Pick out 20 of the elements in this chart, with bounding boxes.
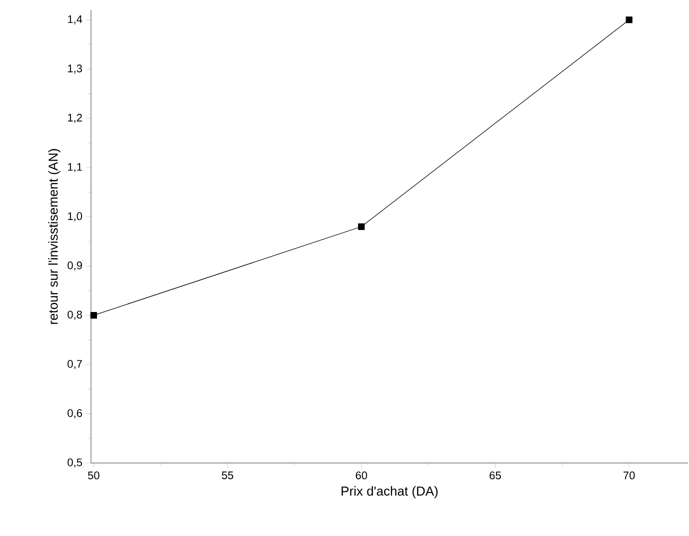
y-tick-label: 1,1 xyxy=(68,163,82,172)
x-tick-label: 55 xyxy=(222,472,234,480)
x-axis-title: Prix d'achat (DA) xyxy=(342,486,438,498)
y-tick-label: 0,5 xyxy=(68,458,82,468)
y-tick-label: 0,9 xyxy=(68,261,82,271)
y-tick-label: 0,7 xyxy=(68,360,82,370)
y-tick-label: 1,2 xyxy=(68,114,82,123)
y-axis-title: retour sur l'invisstisement (AN) xyxy=(48,149,60,324)
y-tick-label: 1,0 xyxy=(68,212,82,222)
x-tick-label: 65 xyxy=(490,472,501,480)
y-tick-label: 1,3 xyxy=(68,64,82,74)
point xyxy=(90,312,97,319)
x-tick-label: 70 xyxy=(624,472,635,480)
x-tick-label: 50 xyxy=(88,472,100,480)
y-tick-label: 0,6 xyxy=(68,409,82,418)
point xyxy=(358,223,365,230)
point xyxy=(626,16,632,24)
y-tick-label: 1,4 xyxy=(68,15,82,24)
x-tick-label: 60 xyxy=(356,472,368,480)
y-tick-label: 0,8 xyxy=(68,310,82,320)
